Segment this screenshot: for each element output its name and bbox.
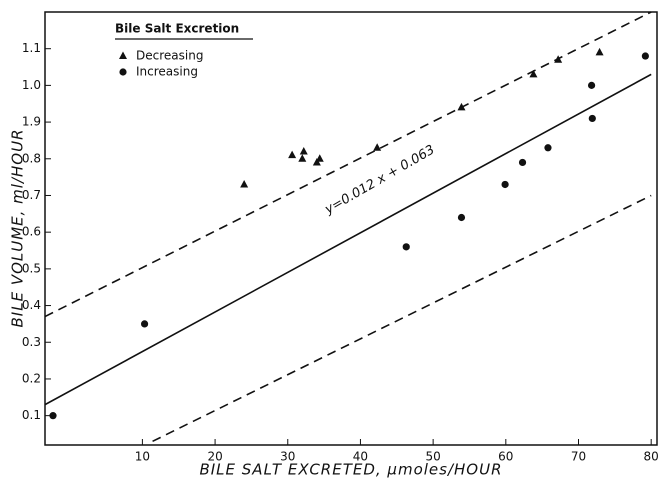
- triangle-marker: [373, 143, 382, 151]
- circle-marker: [587, 81, 596, 89]
- triangle-marker: [595, 47, 604, 56]
- circle-marker: [49, 412, 57, 420]
- y-tick-label: 1.1: [22, 41, 41, 55]
- x-tick-label: 80: [644, 450, 659, 464]
- triangle-marker: [288, 150, 297, 159]
- fit-line: [44, 11, 652, 318]
- x-tick-label: 50: [425, 450, 440, 464]
- legend-title: Bile Salt Excretion: [115, 22, 239, 36]
- triangle-marker: [240, 179, 249, 188]
- x-tick-label: 30: [280, 450, 295, 464]
- circle-marker: [501, 180, 509, 189]
- x-tick-label: 60: [498, 450, 513, 464]
- legend-label: Increasing: [136, 65, 198, 79]
- x-tick-label: 10: [135, 450, 150, 464]
- y-tick-label: 1.9: [22, 115, 41, 129]
- triangle-marker: [299, 146, 308, 155]
- circle-marker: [544, 144, 552, 152]
- y-tick-label: 1.0: [22, 78, 41, 92]
- plot-frame: [44, 11, 658, 446]
- x-axis-label: BILE SALT EXCRETED, μmoles/HOUR: [199, 461, 502, 479]
- triangle-marker: [529, 69, 538, 78]
- x-tick-label: 40: [353, 450, 368, 464]
- y-tick-label: 0.1: [22, 408, 41, 422]
- circle-marker: [140, 320, 149, 328]
- circle-marker: [641, 52, 649, 60]
- triangle-marker: [298, 154, 307, 162]
- x-tick-label: 20: [207, 450, 222, 464]
- circle-marker: [402, 243, 410, 251]
- circle-marker: [457, 213, 466, 222]
- y-tick-label: 0.7: [22, 188, 41, 202]
- legend-label: Decreasing: [136, 49, 203, 63]
- fit-line: [152, 194, 652, 443]
- equation: y=0.012 x + 0.063: [322, 143, 438, 218]
- y-axis-label: BILE VOLUME, ml/HOUR: [9, 129, 27, 328]
- circle-marker: [119, 68, 127, 76]
- x-tick-label: 70: [571, 450, 586, 464]
- y-tick-label: 0.3: [22, 335, 41, 349]
- y-tick-label: 0.8: [22, 151, 41, 165]
- y-tick-label: 0.5: [22, 261, 41, 275]
- triangle-marker: [315, 154, 324, 162]
- y-tick-label: 0.4: [22, 298, 41, 312]
- fit-line: [44, 73, 652, 406]
- y-tick-label: 0.6: [22, 225, 41, 239]
- circle-marker: [518, 158, 527, 167]
- y-tick-label: 0.2: [22, 371, 41, 385]
- circle-marker: [588, 114, 596, 123]
- triangle-marker: [119, 51, 127, 59]
